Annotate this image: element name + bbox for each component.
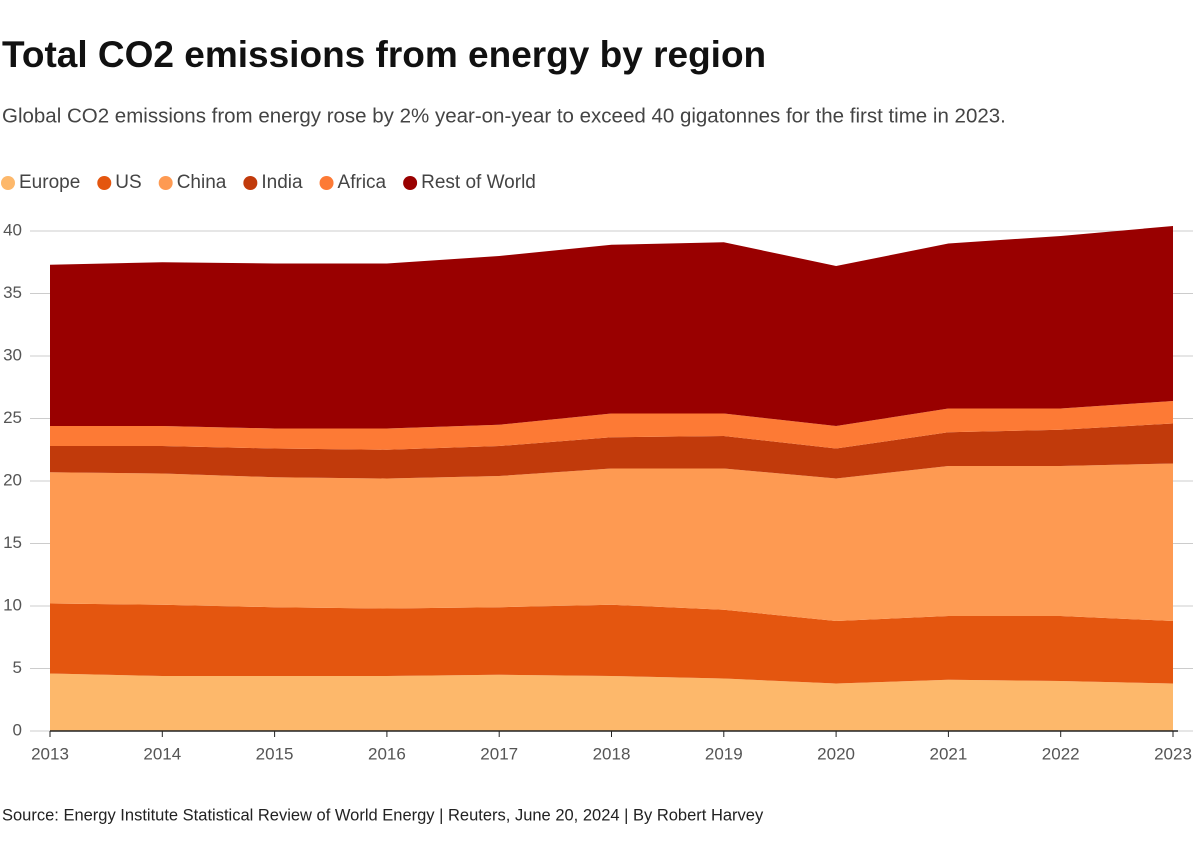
x-tick-label: 2013 xyxy=(31,744,69,763)
legend-label: US xyxy=(115,172,141,193)
legend-label: Africa xyxy=(338,172,387,193)
x-tick-label: 2023 xyxy=(1154,744,1192,763)
legend-swatch xyxy=(319,176,334,190)
area xyxy=(50,603,1173,684)
area xyxy=(50,226,1173,429)
y-tick-label: 10 xyxy=(3,595,22,614)
legend-label: Europe xyxy=(19,172,80,193)
x-tick-label: 2014 xyxy=(143,744,181,763)
y-tick-label: 20 xyxy=(3,470,22,489)
legend-swatch xyxy=(403,176,418,190)
x-tick-label: 2018 xyxy=(593,744,631,763)
x-tick-label: 2017 xyxy=(480,744,518,763)
legend-label: Rest of World xyxy=(421,172,536,193)
area xyxy=(50,401,1173,450)
y-tick-label: 25 xyxy=(3,408,22,427)
x-tick-label: 2022 xyxy=(1042,744,1080,763)
area xyxy=(50,463,1173,621)
chart-title: Total CO2 emissions from energy by regio… xyxy=(2,34,766,75)
area xyxy=(50,673,1173,731)
legend-swatch xyxy=(97,176,112,190)
y-tick-label: 5 xyxy=(13,658,22,677)
y-tick-label: 35 xyxy=(3,283,22,302)
y-tick-label: 40 xyxy=(3,220,22,239)
x-tick-label: 2021 xyxy=(929,744,967,763)
y-tick-label: 15 xyxy=(3,533,22,552)
x-tick-label: 2020 xyxy=(817,744,855,763)
y-tick-label: 0 xyxy=(13,720,22,739)
y-tick-label: 30 xyxy=(3,345,22,364)
legend-label: India xyxy=(261,172,303,193)
area xyxy=(50,423,1173,479)
legend-swatch xyxy=(243,176,258,190)
x-tick-label: 2019 xyxy=(705,744,743,763)
legend-swatch xyxy=(158,176,173,190)
chart-source: Source: Energy Institute Statistical Rev… xyxy=(2,806,764,824)
chart-subtitle: Global CO2 emissions from energy rose by… xyxy=(2,104,1006,127)
x-tick-label: 2015 xyxy=(256,744,294,763)
legend-swatch xyxy=(1,176,15,190)
legend-label: China xyxy=(177,172,227,193)
x-tick-label: 2016 xyxy=(368,744,406,763)
